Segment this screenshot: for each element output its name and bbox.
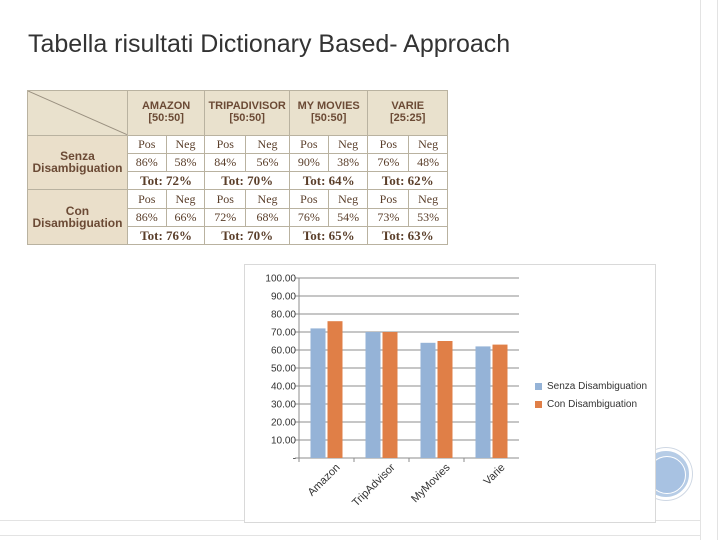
- bar-con-tripadvisor: [382, 332, 398, 458]
- pos-label-cell: Pos: [288, 134, 329, 154]
- pos-value-cell: 86%: [126, 207, 167, 227]
- pos-value-cell: 84%: [204, 152, 247, 173]
- neg-label-cell: Neg: [245, 134, 290, 154]
- legend-item-senza: Senza Disambiguation: [535, 377, 647, 395]
- bar-senza-amazon: [310, 328, 326, 458]
- total-cell: Tot: 76%: [126, 225, 206, 246]
- chart-legend: Senza Disambiguation Con Disambiguation: [535, 377, 647, 413]
- corner-diagonal-line: [28, 91, 127, 135]
- pos-label-cell: Pos: [204, 189, 247, 209]
- y-tick-label: 50.00: [271, 364, 296, 375]
- column-name: MY MOVIES: [297, 100, 360, 113]
- neg-value-cell: 53%: [408, 207, 448, 227]
- bar-senza-varie: [475, 346, 491, 458]
- pos-value-cell: 86%: [126, 152, 167, 173]
- legend-label: Con Disambiguation: [547, 398, 638, 410]
- x-category-label: Amazon: [306, 462, 343, 499]
- slide-border-right: [700, 0, 718, 540]
- total-cell: Tot: 63%: [367, 225, 448, 246]
- neg-label-cell: Neg: [245, 189, 290, 209]
- neg-value-cell: 38%: [327, 152, 369, 173]
- column-header-mymovies: MY MOVIES [50:50]: [288, 90, 369, 136]
- pos-label-cell: Pos: [288, 189, 329, 209]
- slide-title: Tabella risultati Dictionary Based- Appr…: [28, 30, 511, 58]
- legend-item-con: Con Disambiguation: [535, 395, 647, 413]
- y-tick-label: 10.00: [271, 436, 296, 447]
- pos-label-cell: Pos: [126, 134, 167, 154]
- y-tick-label: 20.00: [271, 418, 296, 429]
- neg-label-cell: Neg: [408, 189, 448, 209]
- bar-con-amazon: [327, 321, 343, 458]
- legend-swatch: [535, 382, 542, 390]
- row-header-line2: Disambiguation: [32, 216, 123, 231]
- pos-value-cell: 76%: [367, 152, 410, 173]
- y-tick-label: 60.00: [271, 346, 296, 357]
- bar-con-varie: [492, 344, 508, 458]
- bar-chart: - 10.00 20.00 30.00 40.00 50.00 60.00 70.00 80.0…: [244, 264, 656, 523]
- bar-chart-svg: - 10.00 20.00 30.00 40.00 50.00 60.00 70.00 80.0…: [265, 274, 519, 509]
- legend-label: Senza Disambiguation: [547, 380, 648, 392]
- pos-value-cell: 72%: [204, 207, 247, 227]
- bar-senza-tripadvisor: [365, 332, 381, 458]
- neg-value-cell: 48%: [408, 152, 448, 173]
- y-tick-label: 30.00: [271, 400, 296, 411]
- bar-con-mymovies: [437, 341, 453, 458]
- row-header-line2: Disambiguation: [32, 161, 123, 176]
- pos-value-cell: 90%: [288, 152, 329, 173]
- table-corner-cell: [27, 90, 128, 136]
- x-category-label: MyMovies: [409, 461, 453, 505]
- column-ratio: [25:25]: [389, 111, 426, 124]
- column-ratio: [50:50]: [310, 111, 347, 124]
- neg-value-cell: 58%: [165, 152, 206, 173]
- pos-value-cell: 73%: [367, 207, 410, 227]
- row-header-line1: Senza: [60, 148, 95, 163]
- neg-label-cell: Neg: [408, 134, 448, 154]
- bar-senza-mymovies: [420, 342, 436, 458]
- neg-value-cell: 54%: [327, 207, 369, 227]
- x-category-label: Varie: [482, 462, 508, 488]
- column-ratio: [50:50]: [229, 111, 265, 124]
- total-cell: Tot: 65%: [288, 225, 369, 246]
- neg-label-cell: Neg: [327, 134, 369, 154]
- pos-label-cell: Pos: [126, 189, 167, 209]
- x-category-label: TripAdvisor: [350, 461, 398, 509]
- y-tick-label: -: [293, 454, 296, 465]
- column-header-tripadvisor: TRIPADIVISOR [50:50]: [204, 90, 290, 136]
- y-tick-label: 90.00: [271, 292, 296, 303]
- neg-value-cell: 68%: [245, 207, 290, 227]
- pos-label-cell: Pos: [367, 189, 410, 209]
- total-cell: Tot: 64%: [288, 171, 369, 191]
- y-tick-label: 70.00: [271, 328, 296, 339]
- pos-value-cell: 76%: [288, 207, 329, 227]
- pos-label-cell: Pos: [204, 134, 247, 154]
- total-cell: Tot: 62%: [367, 171, 448, 191]
- column-name: VARIE: [391, 100, 425, 113]
- column-header-amazon: AMAZON [50:50]: [126, 90, 206, 136]
- total-cell: Tot: 72%: [126, 171, 206, 191]
- neg-label-cell: Neg: [165, 134, 206, 154]
- column-header-varie: VARIE [25:25]: [367, 90, 448, 136]
- row-header-line1: Con: [65, 203, 90, 218]
- y-tick-label: 40.00: [271, 382, 296, 393]
- neg-label-cell: Neg: [165, 189, 206, 209]
- row-header: Senza Disambiguation: [27, 134, 128, 191]
- column-name: TRIPADIVISOR: [208, 100, 286, 113]
- neg-label-cell: Neg: [327, 189, 369, 209]
- row-header: Con Disambiguation: [27, 189, 128, 245]
- column-ratio: [50:50]: [148, 111, 184, 124]
- y-tick-label: 80.00: [271, 310, 296, 321]
- legend-swatch: [535, 400, 542, 408]
- neg-value-cell: 66%: [165, 207, 206, 227]
- neg-value-cell: 56%: [245, 152, 290, 173]
- column-name: AMAZON: [141, 100, 191, 113]
- results-table: AMAZON [50:50] TRIPADIVISOR [50:50] MY MOV…: [27, 90, 448, 246]
- total-cell: Tot: 70%: [204, 171, 290, 191]
- pos-label-cell: Pos: [367, 134, 410, 154]
- y-tick-label: 100.00: [265, 274, 296, 285]
- total-cell: Tot: 70%: [204, 225, 290, 246]
